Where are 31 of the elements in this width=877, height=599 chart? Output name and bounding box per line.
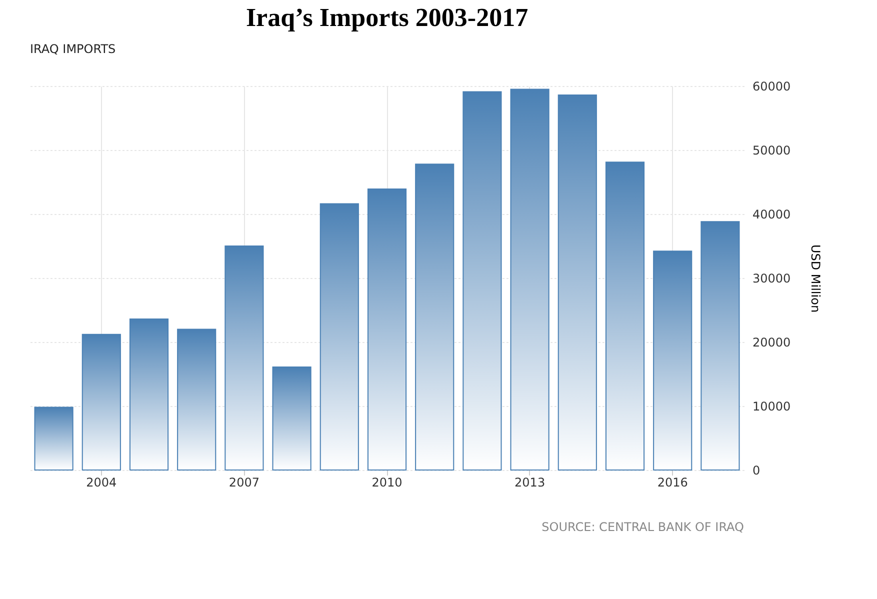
y-tick-label: 40000 xyxy=(752,208,791,222)
source-note: SOURCE: CENTRAL BANK OF IRAQ xyxy=(542,520,744,534)
bar xyxy=(177,328,216,470)
bar xyxy=(558,94,597,470)
bar xyxy=(653,250,692,470)
bar xyxy=(129,318,169,470)
chart-subtitle: IRAQ IMPORTS xyxy=(30,42,116,56)
chart-title: Iraq’s Imports 2003-2017 xyxy=(246,3,528,32)
bar xyxy=(320,203,359,470)
y-tick-label: 50000 xyxy=(752,144,791,158)
y-tick-label: 60000 xyxy=(752,80,791,94)
x-tick-label: 2016 xyxy=(657,476,688,490)
x-tick-label: 2004 xyxy=(86,476,117,490)
bar xyxy=(272,366,312,470)
y-tick-label: 10000 xyxy=(752,400,791,414)
x-tick-label: 2007 xyxy=(228,476,260,490)
x-tick-label: 2010 xyxy=(372,476,402,490)
bar xyxy=(605,162,645,470)
bar xyxy=(415,164,454,470)
bar xyxy=(367,188,407,470)
y-axis-title: USD Million xyxy=(808,244,823,313)
bar xyxy=(700,221,740,470)
y-tick-label: 20000 xyxy=(752,336,791,350)
bar xyxy=(462,91,502,470)
bar xyxy=(82,334,121,470)
x-tick-label: 2013 xyxy=(514,476,546,490)
bar xyxy=(34,406,74,470)
y-tick-label: 30000 xyxy=(752,272,791,286)
bar xyxy=(510,88,550,470)
bar xyxy=(224,246,264,470)
y-tick-label: 0 xyxy=(752,464,760,478)
